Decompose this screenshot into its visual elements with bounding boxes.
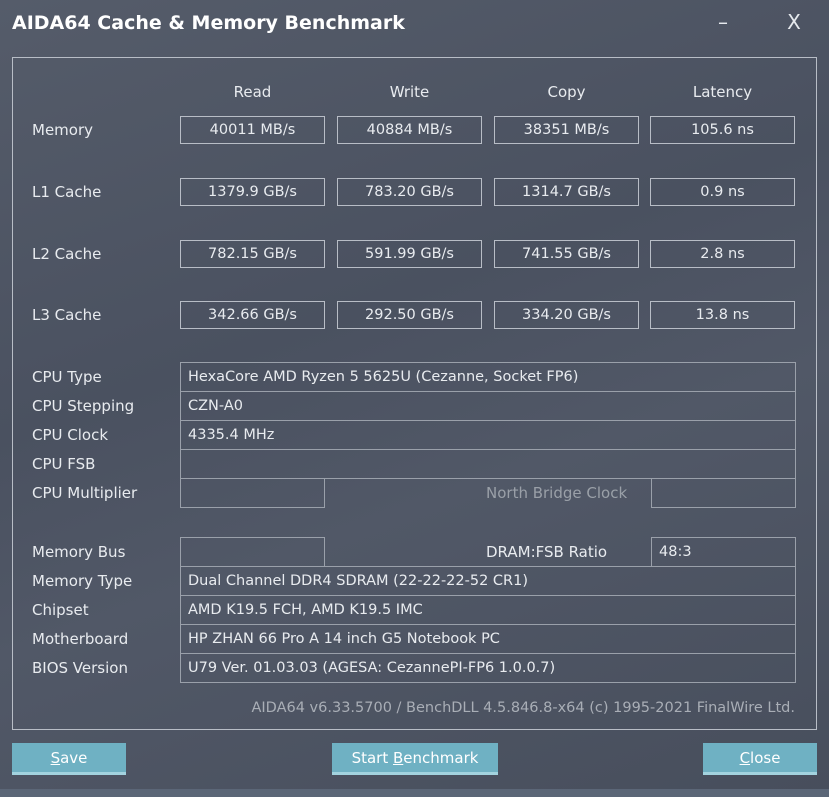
cpu-fsb-value <box>180 449 796 479</box>
cpu-multiplier-label: CPU Multiplier <box>32 484 138 502</box>
bench-write-value: 591.99 GB/s <box>337 240 482 268</box>
bench-copy-value: 741.55 GB/s <box>494 240 639 268</box>
start-label-rest: enchmark <box>403 749 479 767</box>
start-benchmark-button[interactable]: Start Benchmark <box>332 743 498 775</box>
bench-read-value: 782.15 GB/s <box>180 240 325 268</box>
motherboard-label: Motherboard <box>32 630 129 648</box>
north-bridge-clock-label: North Bridge Clock <box>486 484 628 502</box>
cpu-clock-value: 4335.4 MHz <box>180 420 796 450</box>
bench-read-value: 1379.9 GB/s <box>180 178 325 206</box>
dram-fsb-ratio-label: DRAM:FSB Ratio <box>486 543 608 561</box>
bios-version-label: BIOS Version <box>32 659 128 677</box>
chipset-value: AMD K19.5 FCH, AMD K19.5 IMC <box>180 595 796 625</box>
memory-type-label: Memory Type <box>32 572 133 590</box>
taskbar-edge <box>0 789 829 797</box>
bench-latency-value: 2.8 ns <box>650 240 795 268</box>
results-panel <box>12 57 817 730</box>
minimize-button[interactable]: – <box>718 10 728 34</box>
window-title: AIDA64 Cache & Memory Benchmark <box>12 12 405 34</box>
cpu-stepping-value: CZN-A0 <box>180 391 796 421</box>
bench-copy-value: 38351 MB/s <box>494 116 639 144</box>
cpu-stepping-label: CPU Stepping <box>32 397 135 415</box>
version-footer: AIDA64 v6.33.5700 / BenchDLL 4.5.846.8-x… <box>251 700 795 716</box>
bench-read-value: 342.66 GB/s <box>180 301 325 329</box>
bench-copy-value: 334.20 GB/s <box>494 301 639 329</box>
cpu-clock-label: CPU Clock <box>32 426 109 444</box>
bench-row-label: Memory <box>32 121 94 139</box>
memory-bus-label: Memory Bus <box>32 543 126 561</box>
bench-write-value: 292.50 GB/s <box>337 301 482 329</box>
close-button[interactable]: Close <box>703 743 817 775</box>
column-header-read: Read <box>233 83 272 101</box>
start-accelerator: B <box>392 749 404 767</box>
close-window-button[interactable]: X <box>787 10 801 34</box>
bench-latency-value: 0.9 ns <box>650 178 795 206</box>
cpu-fsb-label: CPU FSB <box>32 455 96 473</box>
motherboard-value: HP ZHAN 66 Pro A 14 inch G5 Notebook PC <box>180 624 796 654</box>
save-accelerator: S <box>50 749 61 767</box>
dram-fsb-ratio-value: 48:3 <box>651 537 796 567</box>
save-button[interactable]: Save <box>12 743 126 775</box>
bench-copy-value: 1314.7 GB/s <box>494 178 639 206</box>
column-header-copy: Copy <box>547 83 586 101</box>
north-bridge-clock-value <box>651 478 796 508</box>
bench-write-value: 783.20 GB/s <box>337 178 482 206</box>
column-header-write: Write <box>389 83 430 101</box>
cpu-type-value: HexaCore AMD Ryzen 5 5625U (Cezanne, Soc… <box>180 362 796 392</box>
bench-read-value: 40011 MB/s <box>180 116 325 144</box>
close-accelerator: C <box>739 749 751 767</box>
save-label: ave <box>60 749 88 767</box>
column-header-latency: Latency <box>692 83 753 101</box>
bench-latency-value: 105.6 ns <box>650 116 795 144</box>
cpu-type-label: CPU Type <box>32 368 102 386</box>
bench-row-label: L1 Cache <box>32 183 102 201</box>
bench-write-value: 40884 MB/s <box>337 116 482 144</box>
close-label: lose <box>750 749 781 767</box>
bench-row-label: L3 Cache <box>32 306 102 324</box>
memory-bus-value <box>180 537 325 567</box>
start-label: Start <box>351 749 393 767</box>
bench-row-label: L2 Cache <box>32 245 102 263</box>
memory-type-value: Dual Channel DDR4 SDRAM (22-22-22-52 CR1… <box>180 566 796 596</box>
bench-latency-value: 13.8 ns <box>650 301 795 329</box>
chipset-label: Chipset <box>32 601 89 619</box>
cpu-multiplier-value <box>180 478 325 508</box>
bios-version-value: U79 Ver. 01.03.03 (AGESA: CezannePI-FP6 … <box>180 653 796 683</box>
